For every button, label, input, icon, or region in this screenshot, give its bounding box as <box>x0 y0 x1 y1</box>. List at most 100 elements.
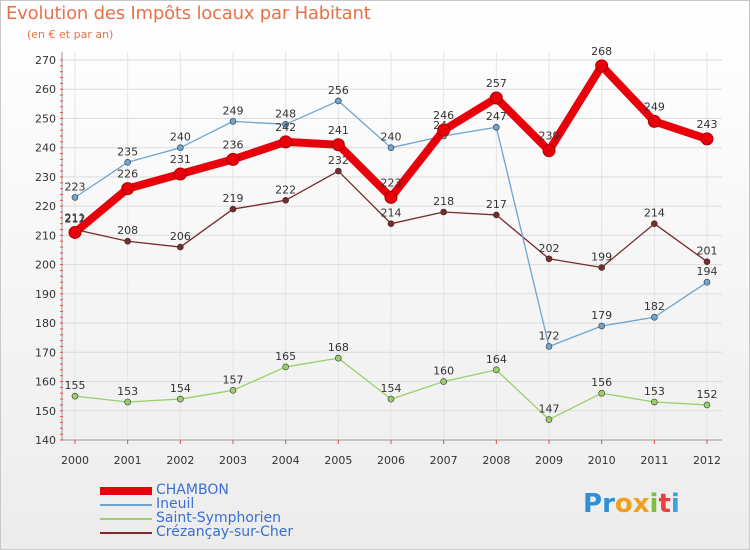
data-label: 153 <box>117 385 138 398</box>
data-label: 240 <box>381 131 402 144</box>
data-label: 172 <box>539 329 560 342</box>
legend-swatch <box>100 487 152 495</box>
chart-legend: CHAMBON Ineuil Saint-Symphorien Crézança… <box>100 482 360 540</box>
data-point <box>71 194 79 201</box>
data-label: 243 <box>697 118 718 131</box>
legend-swatch <box>100 532 152 534</box>
data-label: 239 <box>539 130 560 143</box>
y-tick-label: 200 <box>35 259 56 272</box>
data-point <box>387 395 395 403</box>
data-point <box>177 395 184 403</box>
data-label: 246 <box>433 109 454 122</box>
data-point <box>282 121 289 128</box>
legend-item: Crézançay-sur-Cher <box>100 524 360 540</box>
data-point <box>279 135 293 149</box>
data-label: 208 <box>117 224 138 237</box>
data-point <box>68 225 82 239</box>
proxiti-logo: Proxiti <box>583 489 680 519</box>
legend-label: Saint-Symphorien <box>156 510 282 526</box>
data-point <box>489 91 503 105</box>
data-label: 219 <box>223 192 244 205</box>
data-label: 164 <box>486 353 507 366</box>
y-tick-label: 190 <box>35 288 56 301</box>
chart-title: Evolution des Impôts locaux par Habitant <box>6 3 371 24</box>
data-label: 152 <box>697 388 718 401</box>
legend-item: Saint-Symphorien <box>100 510 360 526</box>
data-point <box>124 237 131 245</box>
data-point <box>703 278 711 286</box>
data-point <box>282 197 289 204</box>
data-point <box>440 208 447 216</box>
data-point <box>545 255 553 263</box>
data-label: 153 <box>644 385 665 398</box>
data-label: 240 <box>170 131 191 144</box>
data-label: 206 <box>170 230 191 243</box>
data-label: 249 <box>223 104 244 117</box>
data-point <box>387 144 395 151</box>
data-label: 202 <box>539 242 560 255</box>
logo-letter: P <box>583 489 603 519</box>
logo-letter: i <box>649 489 659 519</box>
data-point <box>651 220 658 227</box>
x-tick-label: 2003 <box>219 454 247 467</box>
data-point <box>703 401 711 409</box>
logo-letter: t <box>658 489 671 519</box>
data-point <box>387 220 395 227</box>
data-label: 157 <box>223 373 244 386</box>
x-tick-label: 2008 <box>482 454 510 467</box>
data-label: 232 <box>328 154 349 167</box>
data-point <box>493 211 500 219</box>
logo-letter: x <box>632 489 650 519</box>
data-label: 223 <box>381 176 402 189</box>
data-label: 223 <box>65 180 86 193</box>
data-point <box>335 167 342 175</box>
y-tick-label: 140 <box>35 434 56 447</box>
data-point <box>282 363 289 371</box>
logo-letter: i <box>670 489 680 519</box>
legend-item: CHAMBON <box>100 482 360 498</box>
data-point <box>595 59 609 73</box>
data-label: 268 <box>591 45 612 58</box>
data-label: 160 <box>433 365 454 378</box>
data-label: 218 <box>433 195 454 208</box>
data-point <box>124 398 131 406</box>
logo-letter: o <box>614 489 633 519</box>
y-tick-label: 240 <box>35 142 56 155</box>
data-point <box>71 392 79 400</box>
data-point <box>545 343 553 350</box>
data-point <box>542 144 556 158</box>
data-label: 179 <box>591 309 612 322</box>
data-label: 147 <box>539 403 560 416</box>
y-tick-label: 210 <box>35 229 56 242</box>
data-label: 247 <box>486 110 507 123</box>
legend-item: Ineuil <box>100 496 360 512</box>
y-tick-label: 160 <box>35 376 56 389</box>
data-label: 222 <box>275 183 296 196</box>
y-tick-label: 180 <box>35 317 56 330</box>
data-point <box>229 205 237 213</box>
data-point <box>229 118 237 125</box>
data-label: 242 <box>275 121 296 134</box>
data-point <box>493 123 500 131</box>
legend-label: Crézançay-sur-Cher <box>156 524 294 540</box>
chart-subtitle: (en € et par an) <box>27 28 114 41</box>
data-point <box>229 387 237 394</box>
x-tick-label: 2007 <box>430 454 458 467</box>
data-point <box>440 378 447 385</box>
data-label: 199 <box>591 251 612 264</box>
data-point <box>177 144 184 151</box>
data-point <box>124 159 131 166</box>
data-point <box>121 182 135 196</box>
data-label: 201 <box>697 245 718 258</box>
legend-label: Ineuil <box>156 496 195 512</box>
data-label: 212 <box>65 213 86 226</box>
data-point <box>493 366 500 374</box>
y-tick-label: 270 <box>35 54 56 67</box>
data-point <box>226 152 240 166</box>
data-point <box>651 313 658 321</box>
legend-label: CHAMBON <box>156 482 229 498</box>
data-point <box>173 167 187 181</box>
data-label: 236 <box>223 138 244 151</box>
data-point <box>598 389 605 397</box>
